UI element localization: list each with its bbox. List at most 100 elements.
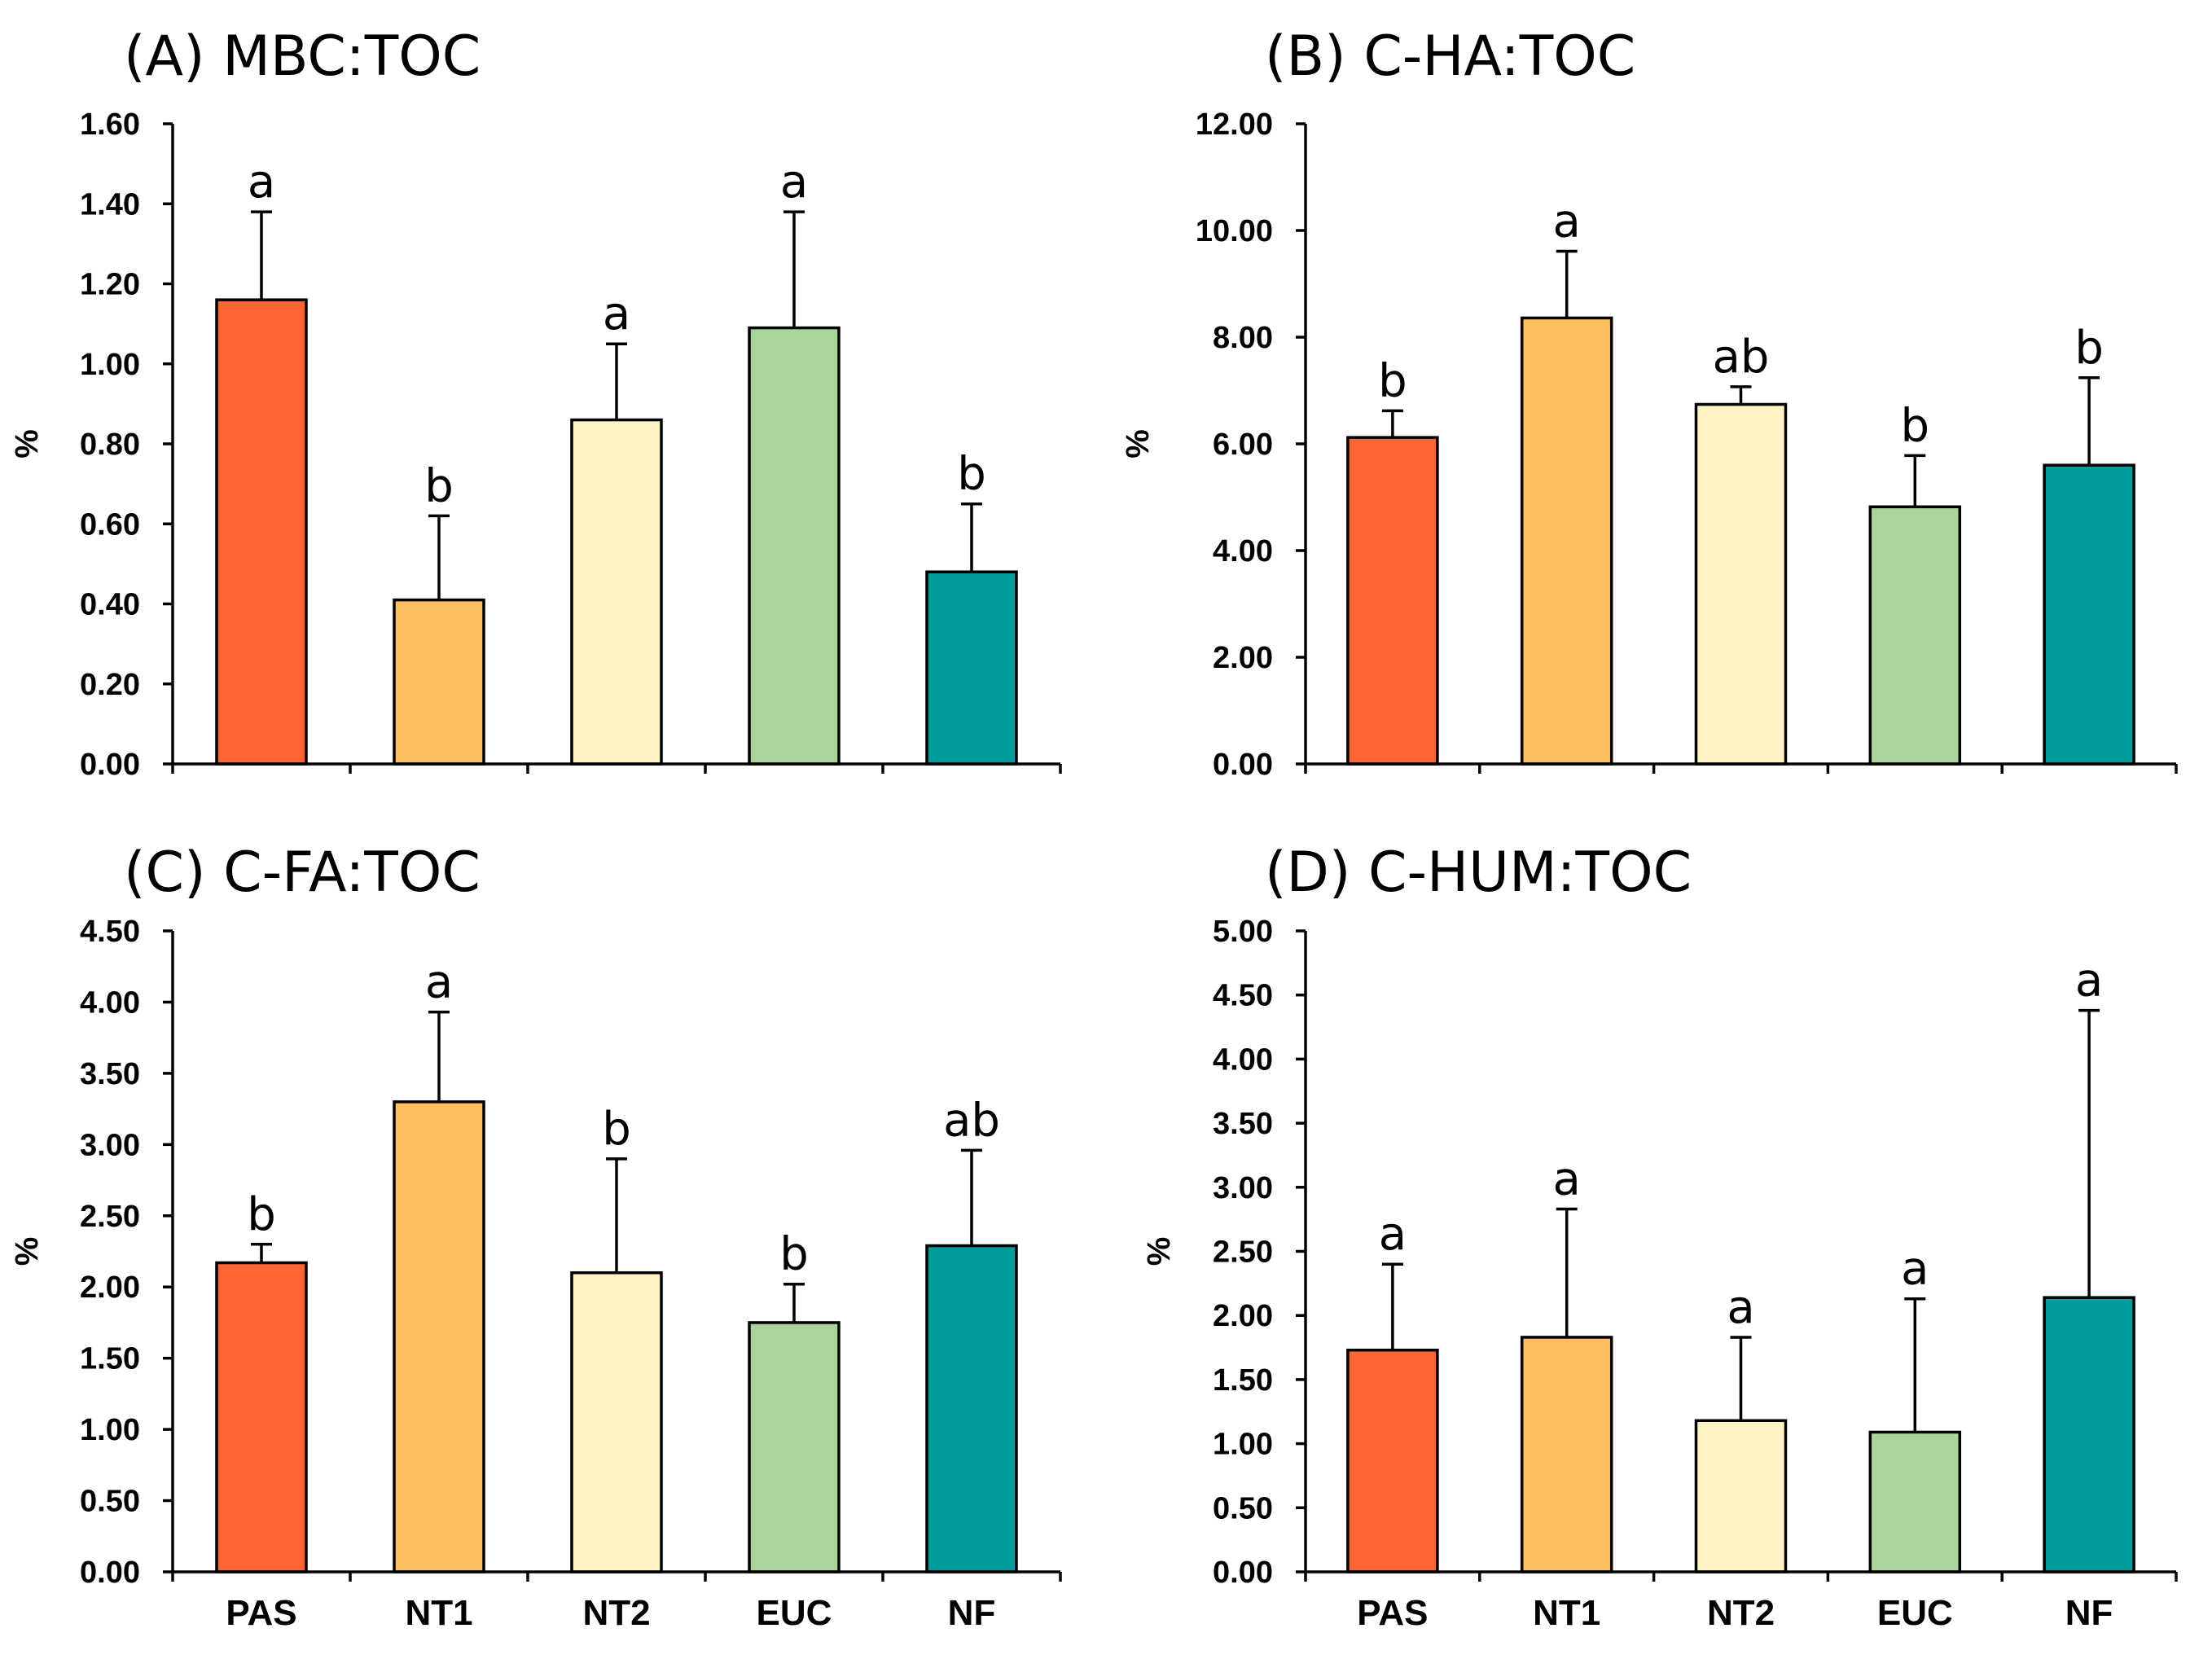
y-tick-label: 12.00 bbox=[1196, 108, 1273, 142]
y-tick-label: 5.00 bbox=[1213, 915, 1273, 949]
y-tick-label: 1.40 bbox=[80, 187, 140, 222]
y-tick-label: 0.00 bbox=[1213, 748, 1273, 782]
x-tick-label: NT1 bbox=[1533, 1593, 1600, 1633]
chart-title: (C) C-FA:TOC bbox=[124, 840, 481, 905]
bar-pas bbox=[1346, 436, 1439, 766]
y-tick-label: 0.50 bbox=[1213, 1491, 1273, 1525]
chart-title: (A) MBC:TOC bbox=[124, 24, 481, 89]
bar-nf bbox=[925, 1244, 1018, 1573]
bar-pas bbox=[215, 298, 308, 766]
y-tick-label: 3.50 bbox=[80, 1057, 140, 1091]
y-tick-label: 2.50 bbox=[1213, 1235, 1273, 1270]
significance-letter: b bbox=[247, 1188, 276, 1241]
y-tick-label: 0.80 bbox=[80, 428, 140, 462]
bar-euc bbox=[1868, 505, 1962, 766]
y-tick-label: 4.50 bbox=[1213, 979, 1273, 1013]
x-tick-label: NF bbox=[948, 1593, 996, 1633]
y-tick-label: 2.00 bbox=[1213, 1299, 1273, 1333]
significance-letter: a bbox=[1727, 1281, 1754, 1334]
y-tick-label: 1.20 bbox=[80, 268, 140, 302]
bar-nf bbox=[925, 570, 1018, 766]
y-tick-label: 3.00 bbox=[1213, 1171, 1273, 1205]
bar-nt2 bbox=[570, 1271, 663, 1573]
significance-letter: a bbox=[1901, 1243, 1929, 1296]
y-tick-label: 0.20 bbox=[80, 668, 140, 702]
significance-letter: a bbox=[1553, 1153, 1581, 1206]
y-tick-label: 1.60 bbox=[80, 108, 140, 142]
y-tick-label: 1.00 bbox=[1213, 1428, 1273, 1462]
y-axis-label: % bbox=[9, 429, 45, 459]
y-tick-label: 0.00 bbox=[1213, 1556, 1273, 1590]
y-tick-label: 2.50 bbox=[80, 1200, 140, 1234]
bar-nt2 bbox=[1694, 1419, 1788, 1573]
y-tick-label: 3.00 bbox=[80, 1128, 140, 1162]
y-tick-label: 1.00 bbox=[80, 348, 140, 382]
bar-nt1 bbox=[393, 1100, 485, 1573]
x-tick-label: NT1 bbox=[405, 1593, 472, 1633]
bar-nt1 bbox=[393, 598, 485, 766]
y-tick-label: 1.50 bbox=[80, 1342, 140, 1376]
bar-nt1 bbox=[1520, 1336, 1613, 1573]
significance-letter: b bbox=[424, 459, 454, 512]
y-tick-label: 0.00 bbox=[80, 1556, 140, 1590]
y-tick-label: 4.00 bbox=[1213, 1042, 1273, 1077]
chart-panel-3: (C) C-FA:TOC% 0.00 0.50 1.00 1.50 2.00 2.50 3.0… bbox=[9, 840, 1062, 1633]
y-tick-label: 10.00 bbox=[1196, 214, 1273, 248]
significance-letter: a bbox=[603, 287, 630, 340]
bar-pas bbox=[1346, 1348, 1439, 1573]
x-tick-label: EUC bbox=[1877, 1593, 1953, 1633]
significance-letter: a bbox=[1379, 1208, 1407, 1261]
y-tick-label: 4.50 bbox=[80, 915, 140, 949]
significance-letter: a bbox=[248, 156, 275, 208]
bar-euc bbox=[748, 326, 840, 766]
chart-title: (B) C-HA:TOC bbox=[1265, 24, 1635, 89]
y-tick-label: 1.50 bbox=[1213, 1363, 1273, 1398]
significance-letter: b bbox=[779, 1228, 809, 1281]
significance-letter: b bbox=[2074, 322, 2104, 375]
y-tick-label: 4.00 bbox=[80, 985, 140, 1020]
significance-letter: a bbox=[425, 956, 453, 1009]
y-axis-label: % bbox=[1120, 429, 1156, 459]
x-tick-label: NT2 bbox=[582, 1593, 650, 1633]
y-tick-label: 6.00 bbox=[1213, 428, 1273, 462]
x-tick-label: NF bbox=[2065, 1593, 2113, 1633]
significance-letter: a bbox=[780, 156, 808, 208]
y-tick-label: 3.50 bbox=[1213, 1107, 1273, 1141]
x-tick-label: PAS bbox=[226, 1593, 296, 1633]
y-tick-label: 0.40 bbox=[80, 588, 140, 622]
y-tick-label: 0.60 bbox=[80, 507, 140, 542]
chart-title: (D) C-HUM:TOC bbox=[1265, 840, 1692, 905]
x-tick-label: PAS bbox=[1357, 1593, 1428, 1633]
bar-nt1 bbox=[1520, 316, 1613, 766]
significance-letter: a bbox=[1553, 195, 1581, 248]
significance-letter: ab bbox=[1713, 331, 1770, 384]
significance-letter: b bbox=[1378, 354, 1407, 407]
bar-euc bbox=[748, 1321, 840, 1573]
bar-euc bbox=[1868, 1430, 1962, 1573]
significance-letter: b bbox=[602, 1103, 631, 1156]
significance-letter: b bbox=[957, 448, 986, 501]
bar-nf bbox=[2043, 1296, 2135, 1573]
significance-letter: b bbox=[1901, 399, 1930, 452]
y-axis-label: % bbox=[9, 1237, 45, 1266]
bar-nf bbox=[2043, 463, 2135, 766]
chart-panel-1: (A) MBC:TOC% 0.00 0.20 0.40 0.60 0.80 1.00 1.20… bbox=[9, 24, 1062, 782]
y-tick-label: 8.00 bbox=[1213, 321, 1273, 355]
y-tick-label: 1.00 bbox=[80, 1413, 140, 1447]
bar-pas bbox=[215, 1261, 308, 1573]
bar-nt2 bbox=[1694, 402, 1788, 766]
chart-panel-2: (B) C-HA:TOC% 0.00 2.00 4.00 6.00 8.00 10.00 12… bbox=[1120, 24, 2178, 782]
chart-panel-4: (D) C-HUM:TOC% 0.00 0.50 1.00 1.50 2.00 2.50 3.… bbox=[1141, 840, 2178, 1633]
y-axis-label: % bbox=[1141, 1237, 1177, 1266]
x-tick-label: EUC bbox=[757, 1593, 832, 1633]
y-tick-label: 4.00 bbox=[1213, 534, 1273, 568]
significance-letter: ab bbox=[943, 1094, 1000, 1147]
significance-letter: a bbox=[2075, 955, 2103, 1007]
y-tick-label: 0.50 bbox=[80, 1485, 140, 1519]
x-tick-label: NT2 bbox=[1707, 1593, 1775, 1633]
y-tick-label: 2.00 bbox=[80, 1271, 140, 1305]
bar-nt2 bbox=[570, 418, 663, 766]
y-tick-label: 0.00 bbox=[80, 748, 140, 782]
y-tick-label: 2.00 bbox=[1213, 641, 1273, 675]
